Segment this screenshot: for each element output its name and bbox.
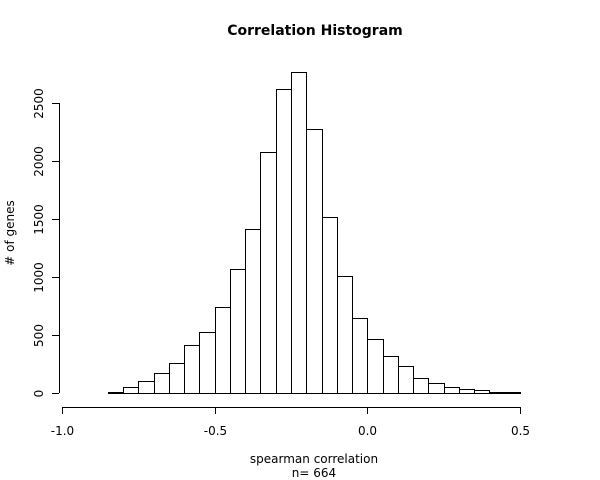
y-axis-label: # of genes — [3, 200, 17, 266]
chart-title: Correlation Histogram — [227, 23, 403, 39]
histogram-bar — [489, 392, 506, 394]
histogram-bar — [169, 363, 185, 394]
x-axis: -1.0 -0.5 0.0 0.5 — [51, 407, 530, 438]
histogram-bar — [474, 390, 490, 394]
histogram-bar — [215, 307, 231, 394]
histogram-bar — [260, 152, 277, 394]
y-tick-label: 0 — [32, 390, 46, 398]
histogram-bar — [138, 381, 155, 394]
histogram-bar — [154, 373, 170, 394]
histogram-bar — [108, 392, 124, 394]
x-axis-label: spearman correlation — [250, 452, 378, 466]
bars-group — [108, 72, 521, 394]
histogram-bar — [230, 269, 246, 394]
y-tick-label: 500 — [32, 324, 46, 347]
histogram-bar — [306, 129, 323, 394]
y-tick-label: 1000 — [32, 262, 46, 293]
chart-subtitle: n= 664 — [292, 466, 336, 480]
y-tick-label: 2500 — [32, 88, 46, 119]
histogram-bar — [352, 318, 368, 394]
histogram-bar — [444, 387, 460, 394]
histogram-bar — [459, 389, 475, 394]
histogram-bar — [413, 378, 429, 394]
histogram-bar — [367, 339, 384, 394]
histogram-bar — [383, 356, 399, 394]
x-tick-label: -1.0 — [51, 424, 74, 438]
y-tick-label: 1500 — [32, 204, 46, 235]
histogram-bar — [337, 276, 353, 394]
histogram-bar — [505, 392, 521, 394]
histogram-bar — [291, 72, 307, 394]
y-tick-label: 2000 — [32, 146, 46, 177]
histogram-bar — [398, 366, 414, 394]
y-axis: 0 500 1000 1500 2000 2500 — [32, 88, 60, 397]
histogram-bar — [245, 229, 261, 394]
x-tick-label: 0.5 — [511, 424, 530, 438]
x-tick-label: -0.5 — [204, 424, 227, 438]
x-tick-label: 0.0 — [358, 424, 377, 438]
histogram-bar — [184, 345, 200, 394]
histogram-bar — [276, 89, 292, 394]
histogram-bar — [322, 217, 338, 394]
histogram-bar — [199, 332, 216, 394]
histogram-bar — [123, 387, 139, 394]
histogram-bar — [428, 383, 445, 394]
